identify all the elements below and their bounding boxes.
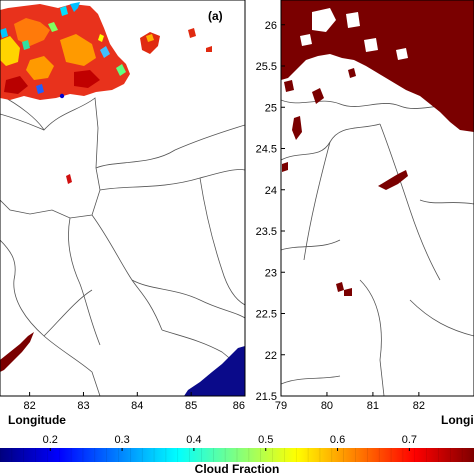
panel-b-ytick-label: 26 [265, 20, 277, 32]
panel-a-boundaries [0, 94, 245, 396]
colorbar-tick-label: 0.7 [402, 434, 417, 446]
panel-b-white-gaps [300, 8, 408, 60]
panel-a-cloud-north [0, 2, 130, 100]
panel-b-ytick-label: 25.5 [256, 61, 277, 73]
colorbar-tick-label: 0.5 [258, 434, 273, 446]
colorbar-tick-label: 0.3 [114, 434, 129, 446]
colorbar-label: Cloud Fraction [195, 462, 280, 474]
colorbar-tick-label: 0.6 [330, 434, 345, 446]
panel-a-xtick-label: 85 [185, 400, 197, 412]
panel-a-cloud-southeast [184, 346, 245, 396]
panel-b-ytick-label: 22 [265, 350, 277, 362]
panel-a-xticks: 82 83 84 85 86 [23, 392, 246, 412]
panel-a-label: (a) [208, 9, 223, 23]
panel-b-cloud-north [281, 0, 474, 132]
panel-a-xtick-label: 86 [233, 400, 245, 412]
panel-a-cloud-patches [66, 28, 212, 184]
panel-a: (a) 82 83 84 85 86 Longitude [0, 0, 246, 427]
panel-b-ytick-label: 23 [265, 267, 277, 279]
colorbar-segments [0, 448, 474, 462]
panel-b-cloud-patches [282, 116, 408, 296]
panel-a-xtick-label: 83 [77, 400, 89, 412]
panel-b-xtick-label: 79 [275, 400, 287, 412]
panel-a-xlabel: Longitude [8, 413, 66, 427]
panel-b-xtick-label: 81 [367, 400, 379, 412]
panel-b-ytick-label: 22.5 [256, 309, 277, 321]
panel-a-axes-frame [0, 0, 246, 397]
colorbar-tick-label: 0.2 [43, 434, 58, 446]
panel-b-xtick-label: 80 [321, 400, 333, 412]
colorbar-ticks: 0.2 0.3 0.4 0.5 0.6 0.7 [43, 434, 417, 451]
panel-b-ytick-label: 24 [265, 185, 277, 197]
panel-a-xtick-label: 84 [131, 400, 143, 412]
panel-b-xlabel: Longi [441, 413, 474, 427]
colorbar-bar [0, 448, 474, 462]
colorbar-tick-label: 0.4 [186, 434, 201, 446]
panel-b: 79 80 81 82 21.5 22 22.5 23 23.5 24 24.5 25 25.5 26 L… [256, 0, 474, 427]
panel-b-ytick-label: 21.5 [256, 391, 277, 403]
colorbar: 0.2 0.3 0.4 0.5 0.6 0.7 Cloud Fraction [0, 434, 474, 474]
panel-b-ytick-label: 25 [265, 102, 277, 114]
panel-b-xtick-label: 82 [413, 400, 425, 412]
panel-a-xtick-label: 82 [23, 400, 35, 412]
panel-b-axes-frame [280, 0, 474, 397]
panel-b-ytick-label: 24.5 [256, 144, 277, 156]
panel-a-cloud-southwest [0, 332, 34, 372]
panel-b-ytick-label: 23.5 [256, 226, 277, 238]
panel-b-boundaries [281, 99, 474, 396]
panel-b-ticks: 79 80 81 82 21.5 22 22.5 23 23.5 24 24.5 25 25.5 26 [256, 20, 425, 412]
